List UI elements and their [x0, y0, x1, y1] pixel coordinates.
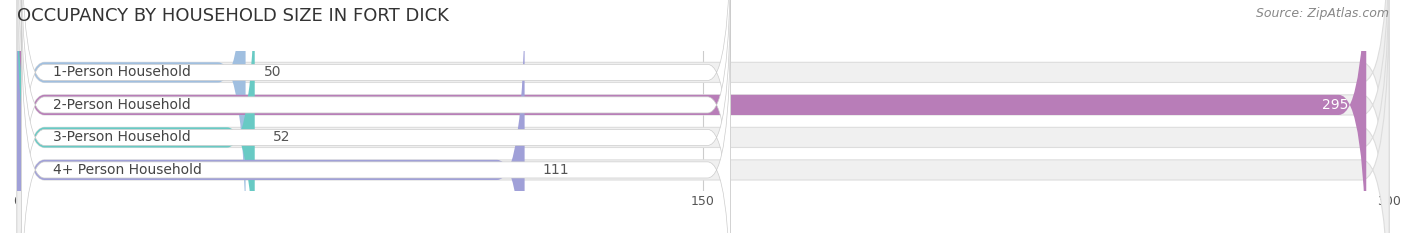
FancyBboxPatch shape [17, 0, 254, 233]
Text: 52: 52 [273, 130, 291, 144]
FancyBboxPatch shape [17, 0, 246, 233]
Text: 3-Person Household: 3-Person Household [53, 130, 191, 144]
FancyBboxPatch shape [17, 0, 1389, 233]
FancyBboxPatch shape [17, 0, 1367, 233]
FancyBboxPatch shape [21, 0, 731, 233]
Text: 2-Person Household: 2-Person Household [53, 98, 191, 112]
FancyBboxPatch shape [21, 15, 731, 233]
FancyBboxPatch shape [17, 0, 524, 233]
Text: 111: 111 [543, 163, 569, 177]
Text: 1-Person Household: 1-Person Household [53, 65, 191, 79]
Text: 295: 295 [1322, 98, 1348, 112]
Text: 50: 50 [264, 65, 281, 79]
FancyBboxPatch shape [21, 0, 731, 227]
Text: 4+ Person Household: 4+ Person Household [53, 163, 202, 177]
FancyBboxPatch shape [17, 0, 1389, 233]
Text: OCCUPANCY BY HOUSEHOLD SIZE IN FORT DICK: OCCUPANCY BY HOUSEHOLD SIZE IN FORT DICK [17, 7, 449, 25]
Text: Source: ZipAtlas.com: Source: ZipAtlas.com [1256, 7, 1389, 20]
FancyBboxPatch shape [17, 0, 1389, 233]
FancyBboxPatch shape [21, 0, 731, 233]
FancyBboxPatch shape [17, 0, 1389, 233]
